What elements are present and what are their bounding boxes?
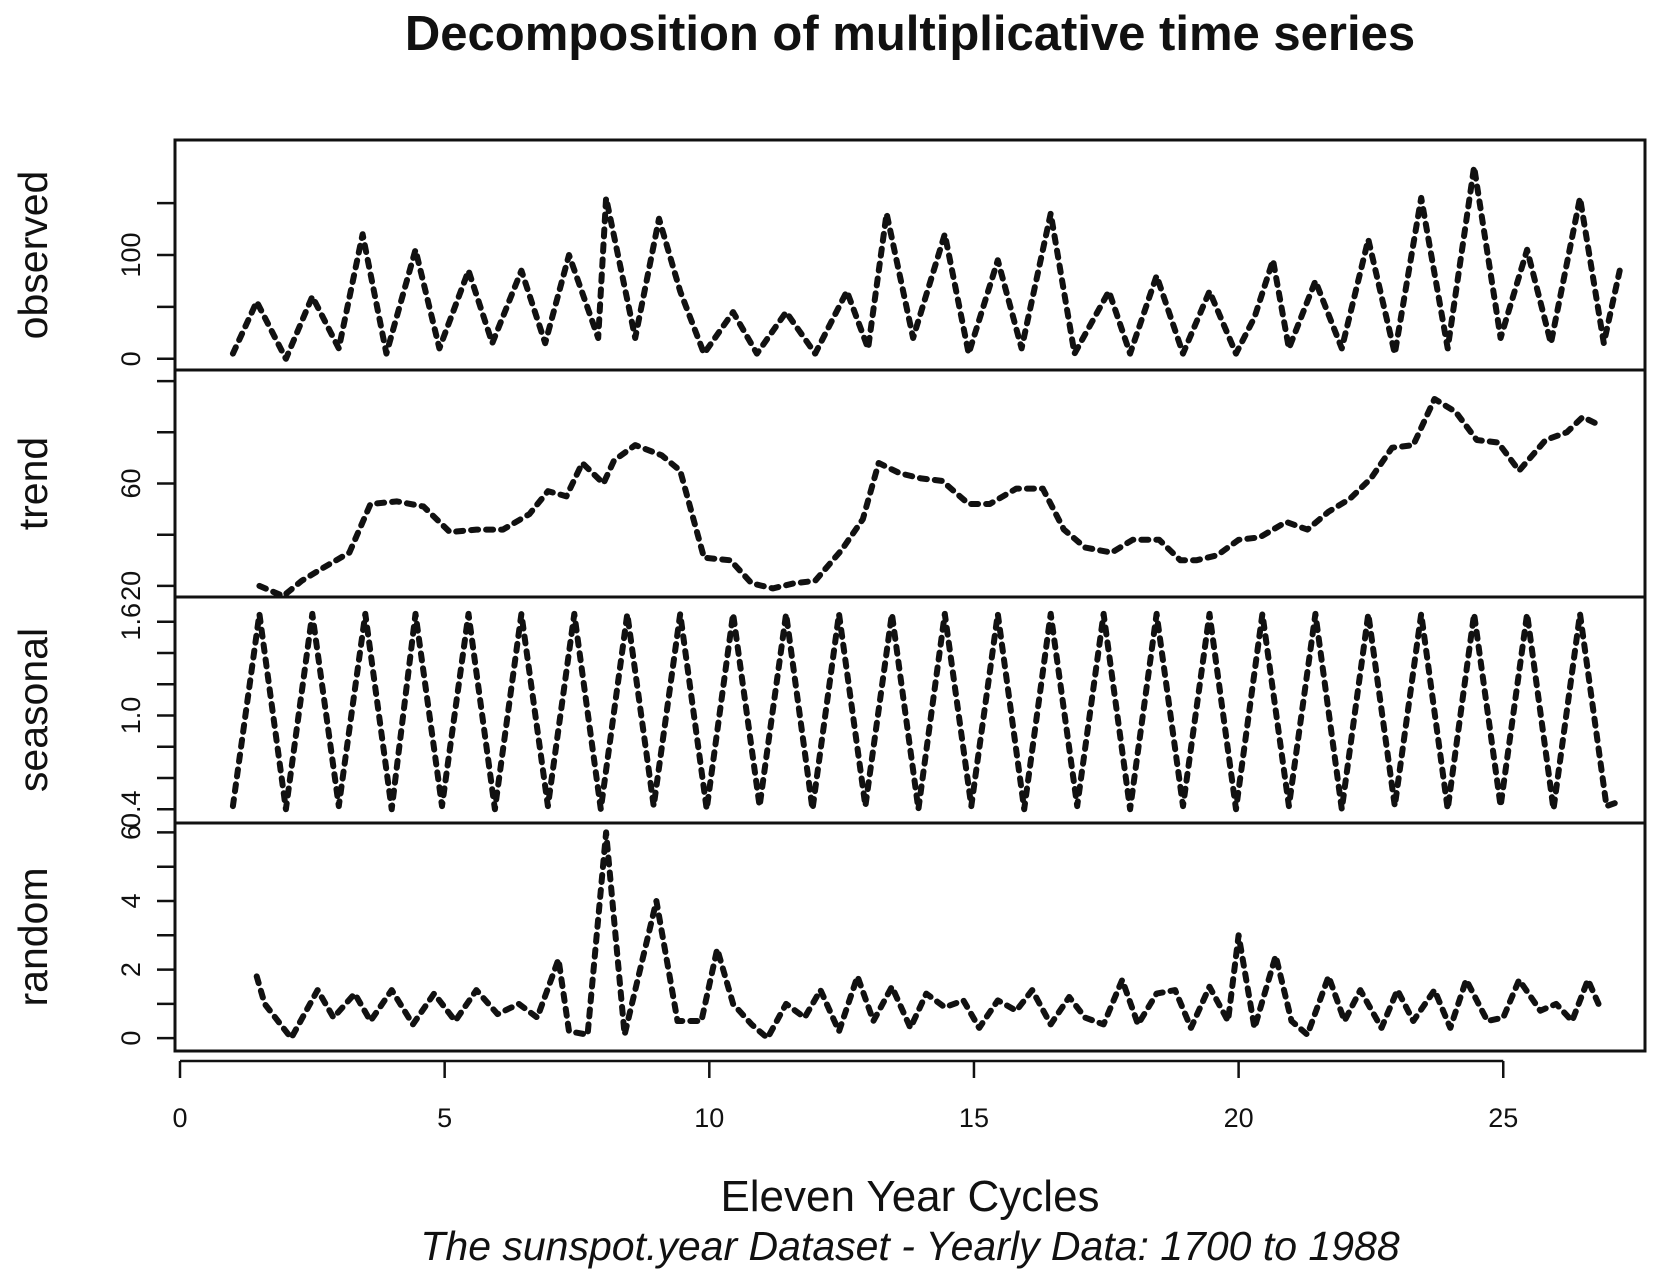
series-line-trend: [256, 396, 1602, 600]
ytick-label-seasonal: 1.6: [116, 603, 146, 641]
xtick-label: 10: [694, 1103, 724, 1133]
panel-label-random: random: [10, 867, 56, 1006]
x-axis-label: Eleven Year Cycles: [720, 1172, 1099, 1221]
xtick-label: 0: [172, 1103, 187, 1133]
xtick-label: 15: [959, 1103, 989, 1133]
x-axis: 0 5 10 15 20 25: [172, 1059, 1518, 1133]
chart-subtitle: The sunspot.year Dataset - Yearly Data: …: [420, 1223, 1399, 1269]
panel-random: 0 2 4 6 random: [10, 821, 1647, 1053]
xtick-label: 5: [437, 1103, 452, 1133]
panel-observed: 0 100 observed: [10, 138, 1647, 372]
xtick-label: 25: [1488, 1103, 1518, 1133]
series-line-random: [253, 829, 1602, 1042]
ytick-label-random: 2: [116, 962, 146, 977]
panels-group: 0 100 observed 20 60 trend 0.4 1.0 1.6 seasonal 0 2…: [10, 138, 1647, 1053]
panel-label-seasonal: seasonal: [10, 628, 56, 792]
ytick-label-random: 6: [116, 825, 146, 840]
panel-trend: 20 60 trend: [10, 368, 1647, 601]
series-line-observed: [229, 163, 1623, 362]
panel-frame-trend: [173, 368, 1647, 599]
ytick-label-random: 0: [116, 1031, 146, 1046]
xtick-label: 20: [1224, 1103, 1254, 1133]
chart-title: Decomposition of multiplicative time ser…: [405, 7, 1415, 61]
ytick-label-observed: 0: [116, 351, 146, 366]
ytick-label-trend: 20: [116, 571, 146, 601]
series-line-seasonal: [229, 610, 1623, 813]
ytick-label-seasonal: 1.0: [116, 697, 146, 735]
panel-seasonal: 0.4 1.0 1.6 seasonal: [10, 595, 1647, 828]
panel-label-observed: observed: [10, 171, 56, 340]
ytick-label-seasonal: 0.4: [116, 790, 146, 828]
ytick-label-trend: 60: [116, 468, 146, 498]
ytick-label-observed: 100: [116, 232, 146, 277]
ytick-label-random: 4: [116, 893, 146, 908]
panel-label-trend: trend: [10, 437, 56, 530]
panel-frame-random: [173, 821, 1647, 1053]
